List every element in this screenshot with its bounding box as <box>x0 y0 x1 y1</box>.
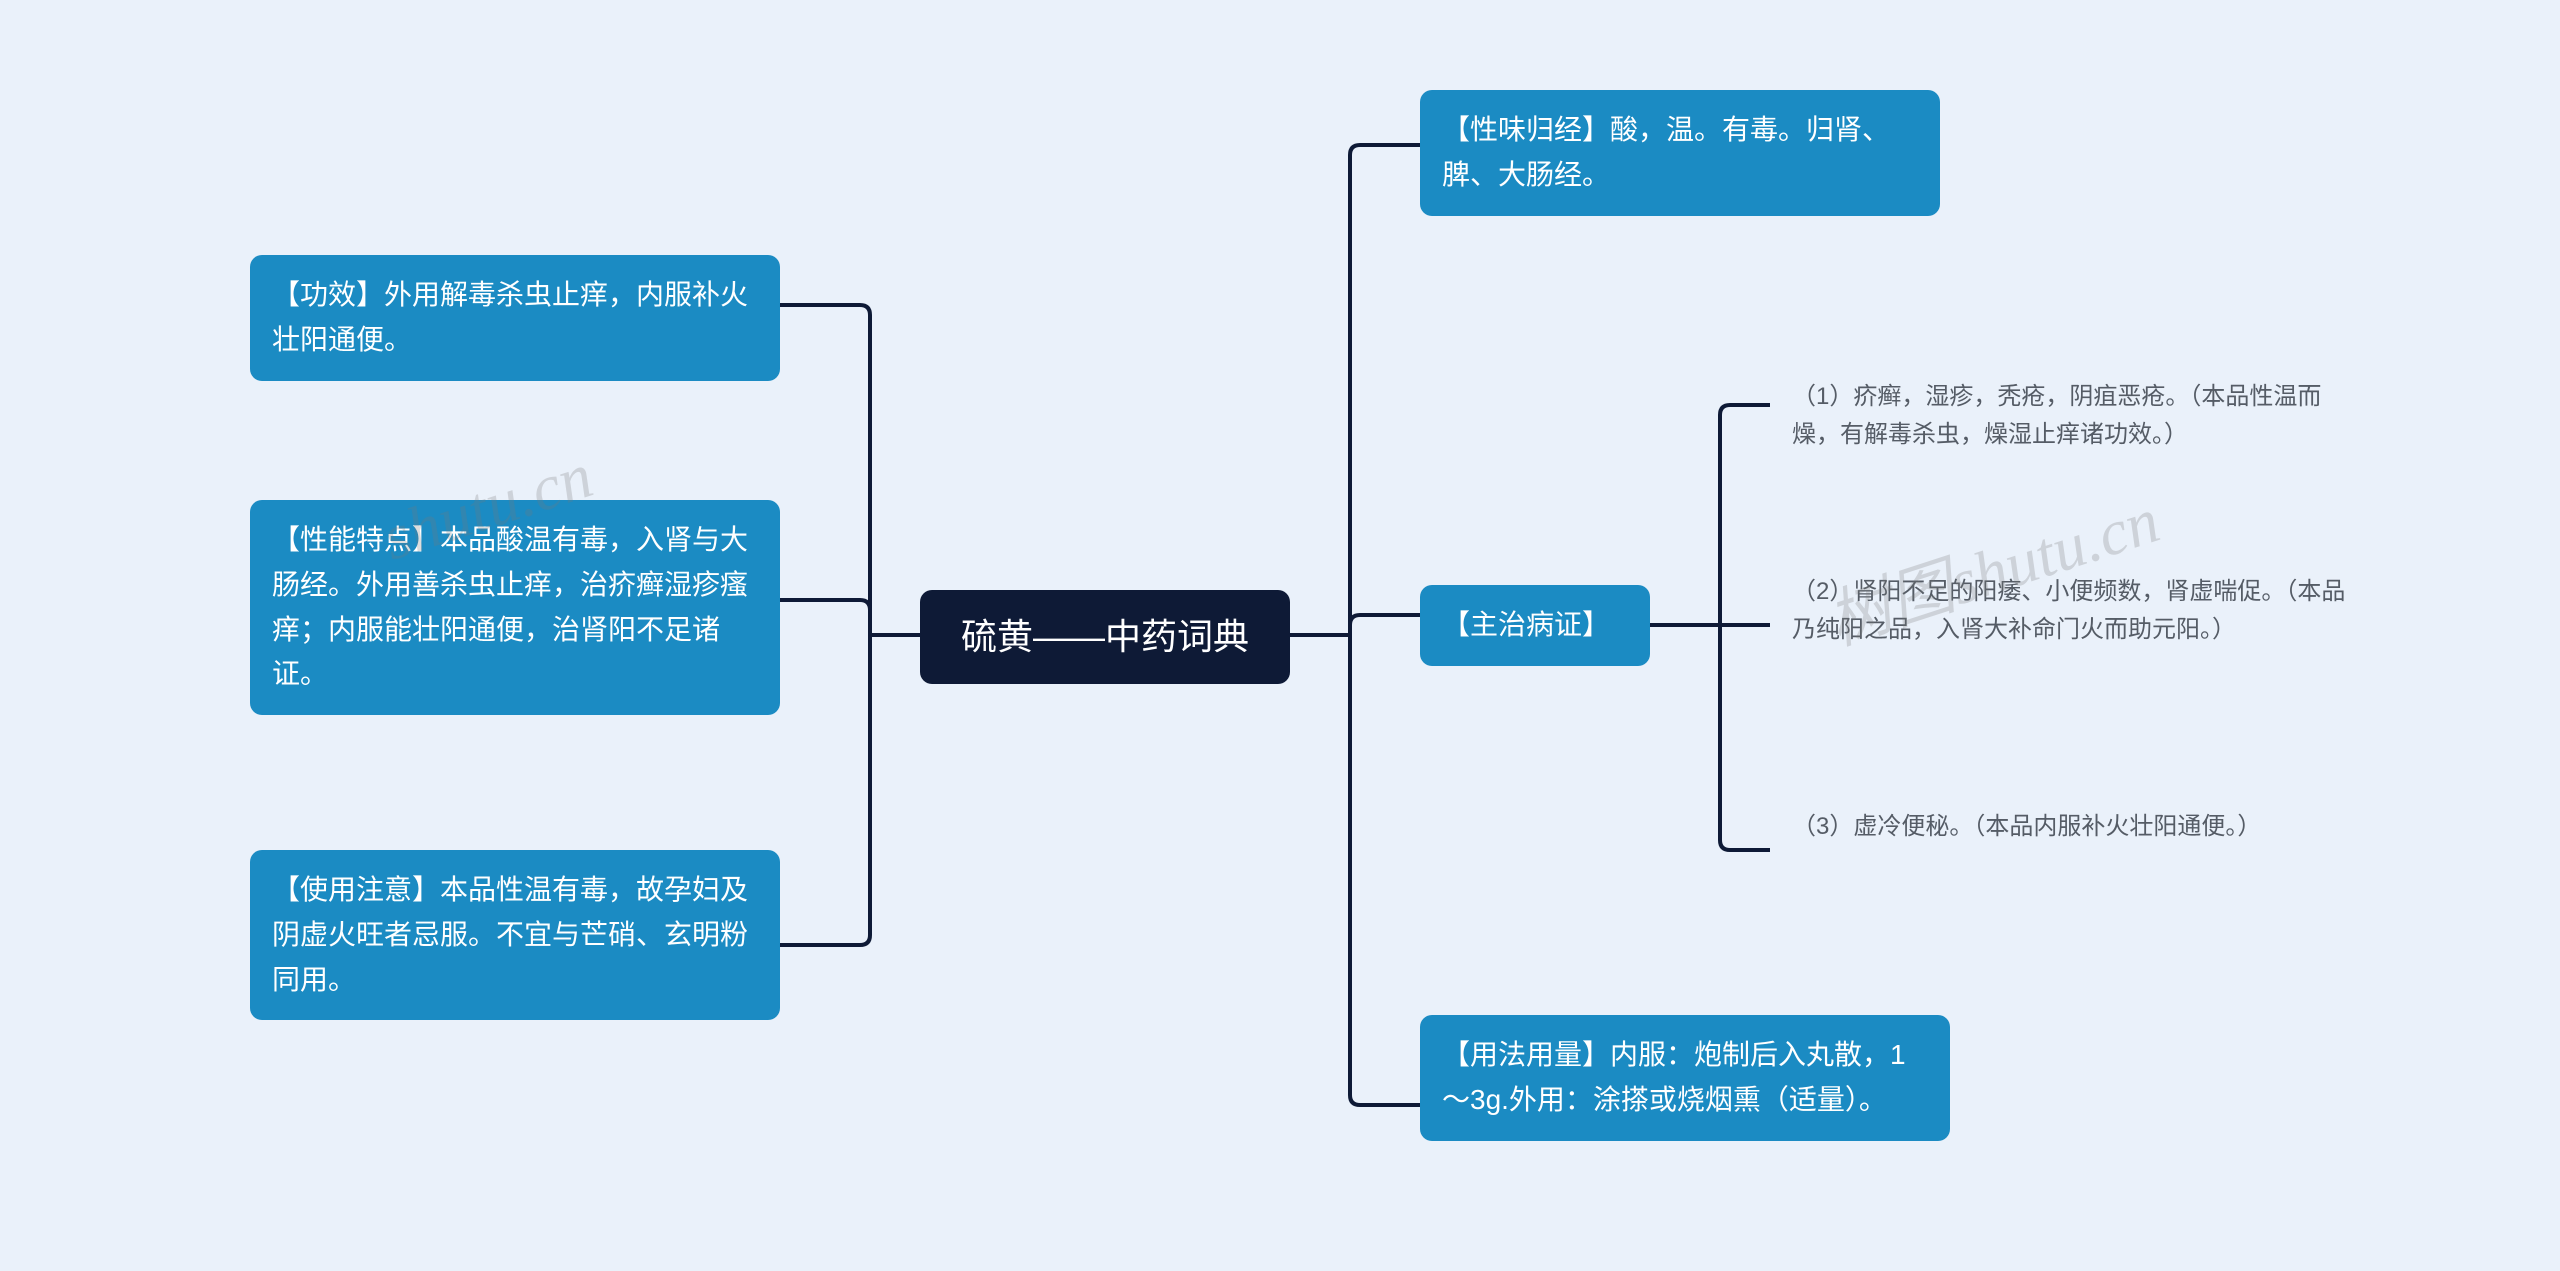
node-indication-2[interactable]: （2）肾阳不足的阳痿、小便频数，肾虚喘促。（本品乃纯阳之品，入肾大补命门火而助元… <box>1770 555 2390 668</box>
node-efficacy[interactable]: 【功效】外用解毒杀虫止痒，内服补火壮阳通便。 <box>250 255 780 381</box>
node-dosage[interactable]: 【用法用量】内服：炮制后入丸散，1～3g.外用：涂搽或烧烟熏（适量）。 <box>1420 1015 1950 1141</box>
mindmap-canvas: 硫黄——中药词典 【功效】外用解毒杀虫止痒，内服补火壮阳通便。 【性能特点】本品… <box>0 0 2560 1271</box>
node-nature[interactable]: 【性味归经】酸，温。有毒。归肾、脾、大肠经。 <box>1420 90 1940 216</box>
node-indications[interactable]: 【主治病证】 <box>1420 585 1650 666</box>
root-node[interactable]: 硫黄——中药词典 <box>920 590 1290 684</box>
node-caution[interactable]: 【使用注意】本品性温有毒，故孕妇及阴虚火旺者忌服。不宜与芒硝、玄明粉同用。 <box>250 850 780 1020</box>
node-indication-3[interactable]: （3）虚冷便秘。（本品内服补火壮阳通便。） <box>1770 790 2390 864</box>
node-indication-1[interactable]: （1）疥癣，湿疹，秃疮，阴疽恶疮。（本品性温而燥，有解毒杀虫，燥湿止痒诸功效。） <box>1770 360 2390 473</box>
node-properties[interactable]: 【性能特点】本品酸温有毒，入肾与大肠经。外用善杀虫止痒，治疥癣湿疹瘙痒；内服能壮… <box>250 500 780 715</box>
